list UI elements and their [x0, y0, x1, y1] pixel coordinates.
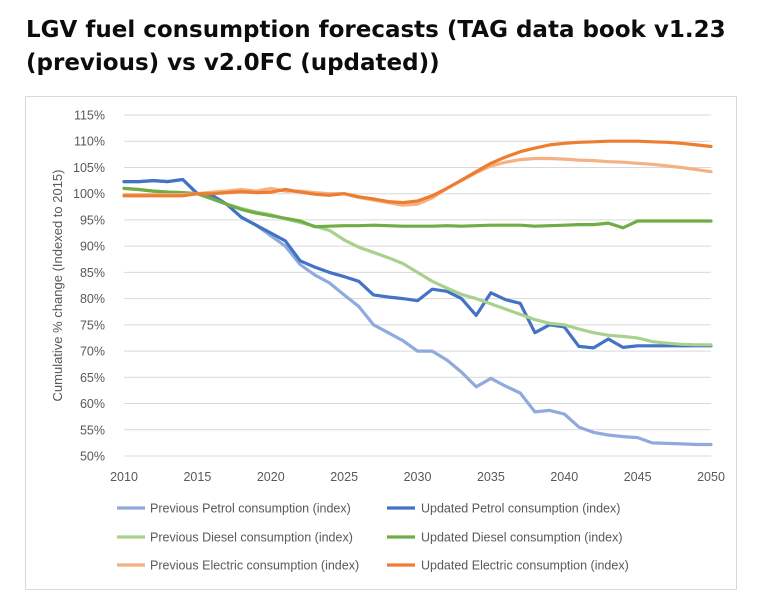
chart-frame [25, 96, 737, 590]
page-title: LGV fuel consumption forecasts (TAG data… [26, 17, 726, 76]
series-line [122, 186, 713, 230]
x-tick-label: 2050 [697, 470, 725, 484]
y-axis-title: Cumulative % change (Indexed to 2015) [50, 170, 65, 402]
y-tick-label: 75% [80, 318, 105, 332]
y-tick-label: 85% [80, 266, 105, 280]
y-tick-label: 60% [80, 397, 105, 411]
y-tick-label: 80% [80, 292, 105, 306]
series-line [122, 177, 713, 447]
x-tick-label: 2030 [404, 470, 432, 484]
y-axis: 50% 55% 60% 65% 70% 75% 80% 85% 90% 95% 100% 105% 11… [73, 109, 105, 464]
y-tick-label: 55% [80, 423, 105, 437]
x-tick-label: 2025 [330, 470, 358, 484]
x-tick-label: 2015 [183, 470, 211, 484]
legend-label: Updated Diesel consumption (index) [421, 531, 623, 545]
y-tick-label: 105% [73, 161, 105, 175]
legend-label: Updated Petrol consumption (index) [421, 502, 620, 516]
series-line [122, 186, 713, 347]
y-tick-label: 90% [80, 240, 105, 254]
x-tick-label: 2045 [624, 470, 652, 484]
legend-label: Previous Diesel consumption (index) [150, 531, 353, 545]
series-line [122, 139, 713, 205]
x-tick-label: 2035 [477, 470, 505, 484]
y-tick-label: 50% [80, 450, 105, 464]
legend: Previous Petrol consumption (index) Updat… [117, 502, 629, 573]
y-tick-label: 65% [80, 371, 105, 385]
x-tick-label: 2010 [110, 470, 138, 484]
x-tick-label: 2040 [550, 470, 578, 484]
y-tick-label: 115% [74, 109, 105, 123]
legend-label: Updated Electric consumption (index) [421, 559, 629, 573]
y-tick-label: 70% [80, 345, 105, 359]
y-tick-label: 95% [80, 213, 105, 227]
x-axis: 2010 2015 2020 2025 2030 2035 2040 2045 2050 [110, 470, 725, 484]
series-lines [122, 139, 713, 447]
x-tick-label: 2020 [257, 470, 285, 484]
legend-label: Previous Petrol consumption (index) [150, 502, 351, 516]
y-tick-label: 110% [74, 135, 105, 149]
legend-label: Previous Electric consumption (index) [150, 559, 359, 573]
y-tick-label: 100% [73, 187, 105, 201]
